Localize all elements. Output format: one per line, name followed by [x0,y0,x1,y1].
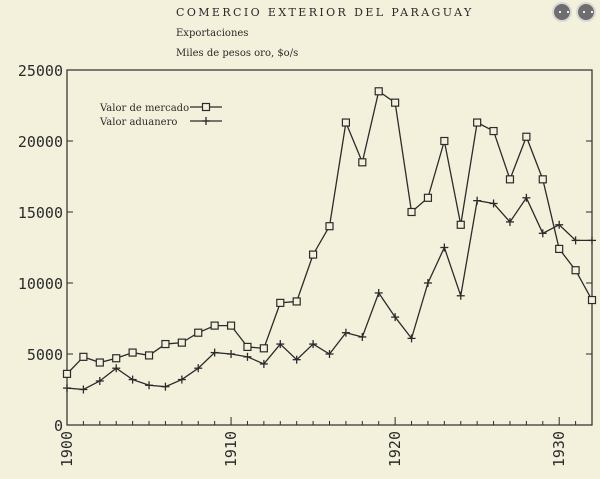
data-point-valor-aduanero [440,243,449,252]
data-point-valor-aduanero [391,313,400,322]
data-point-valor-aduanero [259,359,268,368]
legend-label-valor-aduanero: Valor aduanero [99,117,177,128]
data-point-valor-aduanero [358,332,367,341]
x-tick-label: 1930 [550,431,568,467]
data-point-valor-de-mercado [423,193,433,202]
data-point-valor-de-mercado [276,298,285,307]
chart-title: COMERCIO EXTERIOR DEL PARAGUAY [176,6,474,19]
data-point-valor-de-mercado [226,321,236,330]
data-point-valor-aduanero [407,334,416,343]
data-point-valor-aduanero [112,364,121,373]
more-button[interactable] [576,2,596,22]
data-point-valor-aduanero [276,340,285,349]
data-point-valor-aduanero [145,381,154,390]
y-tick-label: 5000 [27,346,63,364]
data-point-valor-de-mercado [259,344,268,353]
data-point-valor-aduanero [341,328,350,337]
data-point-valor-aduanero [79,385,88,394]
data-point-valor-de-mercado [505,175,515,184]
data-point-valor-de-mercado [243,342,252,351]
series-line-valor-de-mercado [66,90,593,375]
options-button[interactable] [552,2,572,22]
data-point-valor-de-mercado [194,328,203,337]
data-point-valor-aduanero [227,350,236,358]
data-point-valor-de-mercado [177,338,186,347]
data-point-valor-de-mercado [210,321,219,330]
data-point-valor-de-mercado [391,98,400,107]
data-point-valor-aduanero [292,355,301,364]
data-point-valor-de-mercado [358,158,367,167]
legend-marker-square [201,102,211,112]
data-point-valor-de-mercado [292,297,301,306]
data-point-valor-de-mercado [587,295,597,305]
data-point-valor-aduanero [555,220,564,229]
chart-subtitle: Exportaciones [176,28,249,39]
data-point-valor-aduanero [374,288,383,297]
data-point-valor-de-mercado [144,351,154,360]
data-point-valor-de-mercado [489,126,498,136]
data-point-valor-aduanero [309,340,318,349]
y-tick-label: 0 [54,417,63,435]
chart-unit-label: Miles de pesos oro, $o/s [176,48,299,59]
data-point-valor-de-mercado [308,250,318,259]
data-point-valor-aduanero [473,196,482,205]
data-point-valor-aduanero [177,375,186,384]
data-point-valor-de-mercado [538,175,547,184]
data-point-valor-de-mercado [440,136,449,146]
data-point-valor-aduanero [522,193,531,202]
data-point-valor-aduanero [456,291,465,300]
y-tick-label: 15000 [18,204,63,222]
data-point-valor-de-mercado [128,348,137,357]
data-point-valor-de-mercado [161,339,170,349]
data-point-valor-aduanero [588,236,596,245]
data-point-valor-de-mercado [62,369,72,378]
data-point-valor-de-mercado [473,118,482,127]
data-point-valor-aduanero [95,376,104,385]
data-point-valor-aduanero [128,375,137,384]
y-tick-label: 10000 [18,275,63,293]
data-point-valor-aduanero [423,279,432,287]
x-tick-label: 1920 [386,431,404,467]
y-tick-label: 25000 [18,62,63,80]
legend-label-valor-de-mercado: Valor de mercado [99,103,189,114]
data-point-valor-de-mercado [555,244,564,254]
data-point-valor-aduanero [161,382,170,391]
data-point-valor-aduanero [325,350,334,358]
data-point-valor-de-mercado [456,220,465,229]
data-point-valor-aduanero [194,364,203,373]
data-point-valor-aduanero [538,229,547,238]
data-point-valor-de-mercado [522,132,531,141]
x-tick-label: 1910 [222,431,240,467]
data-point-valor-de-mercado [341,118,351,127]
data-point-valor-de-mercado [374,87,383,96]
data-point-valor-aduanero [489,199,498,208]
data-point-valor-aduanero [243,352,252,361]
x-tick-label: 1900 [58,431,76,467]
y-tick-label: 20000 [18,133,63,151]
data-point-valor-aduanero [505,217,514,226]
data-point-valor-de-mercado [571,266,580,275]
data-point-valor-aduanero [63,384,71,393]
data-point-valor-aduanero [571,236,580,245]
data-point-valor-aduanero [210,348,219,357]
data-point-valor-de-mercado [95,358,104,367]
data-point-valor-de-mercado [407,207,416,217]
data-point-valor-de-mercado [79,352,88,361]
data-point-valor-de-mercado [112,354,121,363]
data-point-valor-de-mercado [325,222,334,231]
